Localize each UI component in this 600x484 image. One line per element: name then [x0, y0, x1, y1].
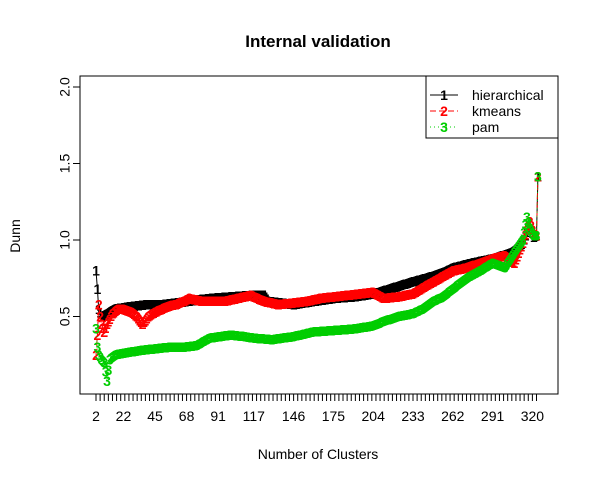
point-marker-pam: 3 — [534, 169, 542, 185]
x-tick-label: 262 — [441, 408, 465, 424]
legend-label-kmeans: kmeans — [472, 103, 521, 119]
x-tick-label: 68 — [179, 408, 195, 424]
y-tick-label: 1.0 — [57, 230, 73, 250]
x-tick-label: 2 — [92, 408, 100, 424]
x-axis-label: Number of Clusters — [258, 446, 379, 462]
x-tick-label: 291 — [481, 408, 505, 424]
legend: 1 hierarchical 2 kmeans 3 pam — [426, 76, 558, 138]
x-tick-label: 204 — [362, 408, 386, 424]
x-tick-label: 320 — [521, 408, 545, 424]
series-layer: 1111111111111111111111111111111111111111… — [92, 169, 542, 389]
point-marker-pam: 3 — [92, 321, 100, 337]
x-tick-label: 233 — [401, 408, 425, 424]
x-tick-label: 146 — [282, 408, 306, 424]
y-tick-label: 2.0 — [57, 77, 73, 97]
x-tick-label: 117 — [243, 408, 266, 424]
x-tick-label: 45 — [147, 408, 163, 424]
x-axis: 2 22 45 68 91 117 146 175 204 233 262 291 320 — [92, 394, 544, 424]
y-tick-label: 0.5 — [57, 307, 73, 327]
point-marker-hierarchical: 1 — [93, 281, 101, 297]
legend-marker-pam: 3 — [440, 119, 448, 135]
point-marker-pam: 3 — [533, 227, 541, 243]
y-axis-label: Dunn — [7, 219, 23, 252]
series-pam: 3333333333333333333333333333333333333333… — [92, 169, 542, 389]
x-tick-label: 22 — [116, 408, 132, 424]
legend-label-pam: pam — [472, 119, 499, 135]
point-marker-hierarchical: 1 — [92, 263, 100, 279]
legend-marker-kmeans: 2 — [440, 103, 448, 119]
x-tick-label: 175 — [322, 408, 346, 424]
chart-title: Internal validation — [245, 32, 390, 51]
legend-marker-hierarchical: 1 — [440, 87, 448, 103]
x-tick-label: 91 — [210, 408, 226, 424]
legend-label-hierarchical: hierarchical — [472, 87, 544, 103]
y-tick-label: 1.5 — [57, 154, 73, 174]
y-axis: 0.5 1.0 1.5 2.0 — [57, 77, 80, 326]
